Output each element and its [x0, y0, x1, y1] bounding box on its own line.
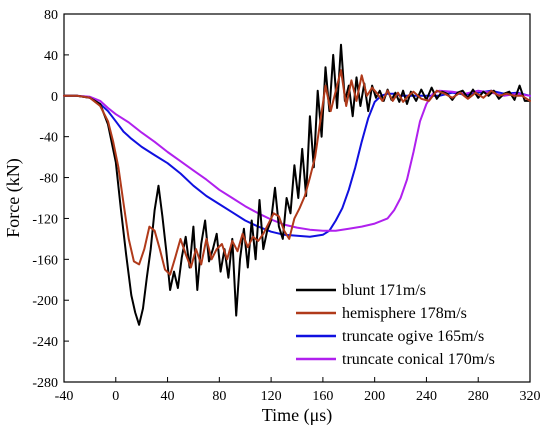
y-tick-label: -280	[32, 376, 58, 391]
x-tick-label: 120	[261, 389, 282, 404]
y-tick-label: -80	[39, 172, 58, 187]
x-tick-label: 80	[212, 389, 226, 404]
y-tick-label: 40	[44, 49, 58, 64]
y-tick-label: 0	[51, 90, 58, 105]
y-tick-label: -120	[32, 212, 58, 227]
legend-label: blunt 171m/s	[342, 282, 426, 299]
y-tick-label: 80	[44, 8, 58, 23]
x-axis-label: Time (μs)	[262, 405, 333, 426]
y-tick-label: -40	[39, 131, 58, 146]
axes-layer: -40 0 40 80 120 160 200 240 280 320 80 40 0 -40 -80 -12…	[32, 8, 540, 404]
y-tick-label: -240	[32, 335, 58, 350]
series-line-hemisphere	[63, 69, 531, 276]
x-tick-label: 240	[416, 389, 437, 404]
legend-label: hemisphere 178m/s	[342, 305, 467, 322]
series-line-truncate-conical	[63, 89, 531, 232]
x-tick-label: 280	[468, 389, 489, 404]
plot-frame	[63, 13, 531, 383]
series-line-blunt	[63, 43, 531, 326]
legend-label: truncate ogive 165m/s	[342, 328, 484, 345]
x-tick-label: 200	[364, 389, 385, 404]
x-tick-label: 0	[112, 389, 119, 404]
y-tick-label: -200	[32, 294, 58, 309]
y-tick-label: -160	[32, 253, 58, 268]
x-tick-label: 160	[312, 389, 333, 404]
legend: blunt 171m/s hemisphere 178m/s truncate og…	[296, 282, 495, 368]
x-tick-label: 40	[161, 389, 175, 404]
x-tick-label: -40	[55, 389, 74, 404]
series-layer	[63, 43, 531, 326]
y-axis-label: Force (kN)	[3, 158, 24, 237]
x-tick-label: 320	[520, 389, 541, 404]
legend-label: truncate conical 170m/s	[342, 351, 495, 368]
